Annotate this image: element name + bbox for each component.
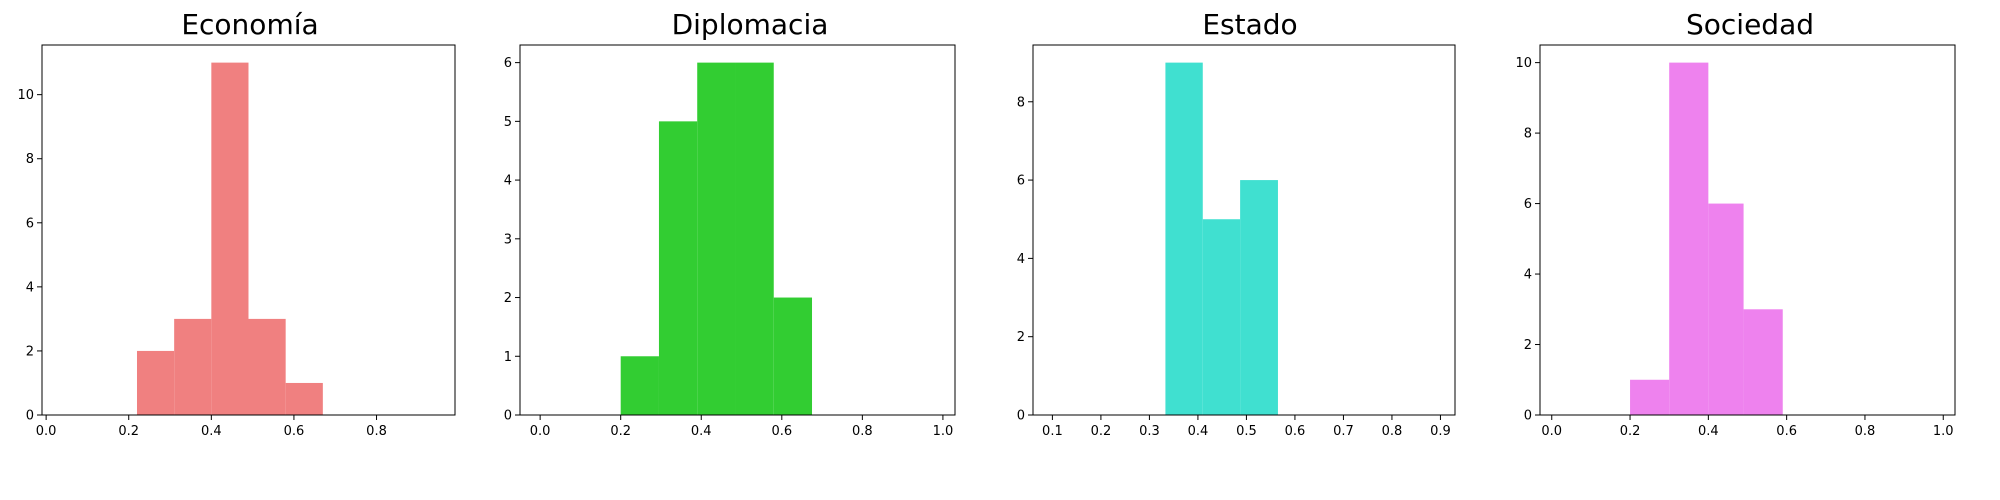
y-tick-label: 3 <box>504 232 512 247</box>
y-tick-label: 6 <box>1524 197 1532 212</box>
x-tick-label: 0.6 <box>1776 424 1797 439</box>
y-tick-label: 8 <box>1524 127 1532 142</box>
y-tick-label: 1 <box>504 350 512 365</box>
y-tick-label: 4 <box>1017 252 1025 267</box>
y-tick-label: 0 <box>1524 409 1532 424</box>
histogram-bar <box>735 62 774 415</box>
histogram-bar <box>697 62 736 415</box>
histogram-bar <box>773 297 813 415</box>
x-tick-label: 0.0 <box>36 424 57 439</box>
x-tick-label: 0.8 <box>852 424 873 439</box>
histogram-bar <box>211 62 249 415</box>
x-tick-label: 0.4 <box>1698 424 1719 439</box>
histogram-bar <box>658 121 698 415</box>
x-tick-label: 0.5 <box>1236 424 1257 439</box>
histogram-sociedad: 0.0 0.2 0.4 0.6 0.8 1.0 0 2 4 6 8 10 <box>1515 44 1956 439</box>
x-tick-label: 0.6 <box>284 424 305 439</box>
x-tick-label: 0.6 <box>1285 424 1306 439</box>
histogram-bar <box>1240 180 1278 415</box>
chart-title: Diplomacia <box>671 8 829 41</box>
histogram-estado: 0.1 0.2 0.3 0.4 0.5 0.6 0.7 0.8 0.9 0 2 4 6 8 <box>1017 44 1456 439</box>
histogram-bar <box>1202 219 1241 415</box>
x-tick-label: 0.4 <box>691 424 712 439</box>
histogram-bar <box>1165 62 1203 415</box>
x-tick-label: 1.0 <box>1933 424 1954 439</box>
y-tick-label: 2 <box>1017 330 1025 345</box>
histogram-bar <box>174 318 212 415</box>
y-tick-label: 10 <box>1515 56 1532 71</box>
chart-title: Estado <box>1202 8 1298 41</box>
y-tick-label: 2 <box>504 291 512 306</box>
x-tick-label: 0.4 <box>1188 424 1209 439</box>
x-tick-label: 0.8 <box>1855 424 1876 439</box>
x-tick-label: 0.3 <box>1139 424 1160 439</box>
histogram-bar <box>248 318 286 415</box>
histogram-economia: 0.0 0.2 0.4 0.6 0.8 0 2 4 6 8 10 <box>17 44 456 439</box>
y-tick-label: 10 <box>17 88 34 103</box>
y-tick-label: 8 <box>26 152 34 167</box>
panel-sociedad: Sociedad 0.0 0.2 0.4 0.6 0.8 1.0 0 2 4 6 8 10 <box>1500 0 2000 500</box>
x-tick-label: 0.2 <box>118 424 139 439</box>
x-tick-label: 0.8 <box>1382 424 1403 439</box>
x-tick-label: 0.0 <box>530 424 551 439</box>
plot-frame <box>41 44 456 416</box>
y-tick-label: 8 <box>1017 95 1025 110</box>
y-tick-label: 2 <box>26 344 34 359</box>
plot-frame <box>1032 44 1456 416</box>
y-tick-label: 2 <box>1524 338 1532 353</box>
panel-estado: Estado 0.1 0.2 0.3 0.4 0.5 0.6 0.7 0.8 0.9 0 2 4 6 8 <box>1000 0 1500 500</box>
panel-economia: Economía 0.0 0.2 0.4 0.6 0.8 0 2 4 6 8 10 <box>0 0 500 500</box>
plot-frame <box>519 44 956 416</box>
histogram-diplomacia: 0.0 0.2 0.4 0.6 0.8 1.0 0 1 2 3 4 5 6 <box>504 44 956 439</box>
panel-diplomacia: Diplomacia 0.0 0.2 0.4 0.6 0.8 1.0 0 1 2 3 4 5 6 <box>500 0 1000 500</box>
x-tick-label: 0.4 <box>201 424 222 439</box>
y-tick-label: 0 <box>1017 409 1025 424</box>
x-tick-label: 0.6 <box>771 424 792 439</box>
y-tick-label: 5 <box>504 115 512 130</box>
plot-frame <box>1539 44 1956 416</box>
y-tick-label: 6 <box>26 216 34 231</box>
x-tick-label: 0.2 <box>1091 424 1112 439</box>
y-tick-label: 4 <box>504 174 512 189</box>
histogram-bar <box>136 350 175 415</box>
y-tick-label: 4 <box>26 280 34 295</box>
x-tick-label: 0.2 <box>610 424 631 439</box>
x-tick-label: 0.1 <box>1042 424 1063 439</box>
y-tick-label: 6 <box>1017 174 1025 189</box>
y-tick-label: 6 <box>504 56 512 71</box>
histogram-bar <box>1708 203 1744 415</box>
histogram-bar <box>620 356 659 415</box>
y-tick-label: 4 <box>1524 268 1532 283</box>
histogram-bar <box>1669 62 1709 415</box>
x-tick-label: 1.0 <box>933 424 954 439</box>
histogram-bar <box>1743 309 1783 415</box>
x-tick-label: 0.2 <box>1620 424 1641 439</box>
y-tick-label: 0 <box>504 409 512 424</box>
y-tick-label: 0 <box>26 409 34 424</box>
histogram-bar <box>285 382 323 415</box>
x-tick-label: 0.9 <box>1430 424 1451 439</box>
histogram-bar <box>1630 379 1670 415</box>
chart-title: Sociedad <box>1685 8 1814 41</box>
x-tick-label: 0.0 <box>1541 424 1562 439</box>
x-tick-label: 0.7 <box>1333 424 1354 439</box>
x-tick-label: 0.8 <box>366 424 387 439</box>
chart-title: Economía <box>181 8 319 41</box>
